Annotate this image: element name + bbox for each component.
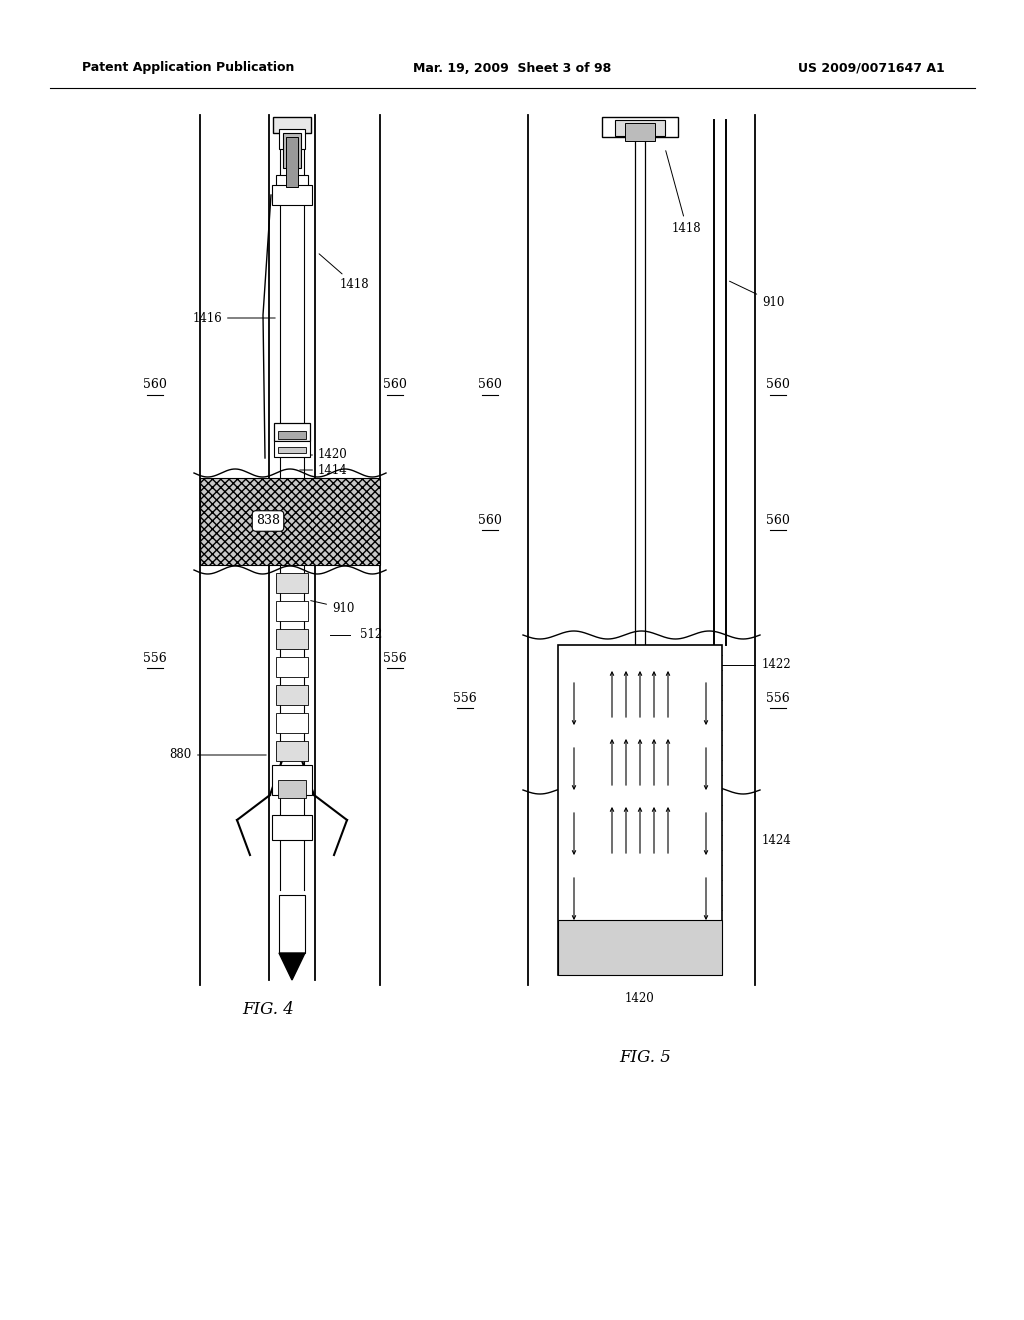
Text: 1424: 1424 xyxy=(762,833,792,846)
Text: 512: 512 xyxy=(360,628,382,642)
Text: 560: 560 xyxy=(143,379,167,392)
Text: FIG. 4: FIG. 4 xyxy=(242,1002,294,1019)
Text: 838: 838 xyxy=(256,515,280,528)
Bar xyxy=(276,685,308,705)
Text: 1420: 1420 xyxy=(300,449,348,462)
Text: 560: 560 xyxy=(766,379,790,392)
Bar xyxy=(276,713,308,733)
Bar xyxy=(276,657,308,677)
Text: 556: 556 xyxy=(143,652,167,664)
Bar xyxy=(615,120,665,136)
Bar xyxy=(278,432,306,440)
Text: 556: 556 xyxy=(383,652,407,664)
Text: 560: 560 xyxy=(766,513,790,527)
Bar xyxy=(276,601,308,620)
Bar xyxy=(602,117,678,137)
Bar xyxy=(274,422,310,441)
Text: 1414: 1414 xyxy=(300,463,348,477)
Bar xyxy=(558,920,722,975)
Bar xyxy=(279,129,305,149)
Bar xyxy=(279,895,305,953)
Bar xyxy=(200,478,380,565)
Text: 560: 560 xyxy=(478,513,502,527)
Text: 556: 556 xyxy=(766,692,790,705)
Bar xyxy=(273,117,311,133)
Text: 1416: 1416 xyxy=(193,312,275,325)
Bar xyxy=(283,133,301,168)
Text: US 2009/0071647 A1: US 2009/0071647 A1 xyxy=(799,62,945,74)
Text: 1420: 1420 xyxy=(625,991,655,1005)
Text: Mar. 19, 2009  Sheet 3 of 98: Mar. 19, 2009 Sheet 3 of 98 xyxy=(413,62,611,74)
Bar xyxy=(276,741,308,762)
Bar xyxy=(276,176,308,187)
Bar xyxy=(278,780,306,799)
Bar xyxy=(272,766,312,795)
Bar xyxy=(276,770,308,789)
Bar xyxy=(276,630,308,649)
Text: 560: 560 xyxy=(383,379,407,392)
Bar xyxy=(272,185,312,205)
Text: 1422: 1422 xyxy=(762,659,792,672)
Text: 910: 910 xyxy=(729,281,784,309)
Text: 556: 556 xyxy=(454,692,477,705)
Text: 560: 560 xyxy=(478,379,502,392)
Bar xyxy=(272,814,312,840)
Text: 910: 910 xyxy=(310,601,354,615)
Text: 1418: 1418 xyxy=(666,150,701,235)
Bar xyxy=(625,123,655,141)
Text: Patent Application Publication: Patent Application Publication xyxy=(82,62,294,74)
Polygon shape xyxy=(279,953,305,979)
Bar xyxy=(274,441,310,457)
Text: 880: 880 xyxy=(170,748,266,762)
Bar xyxy=(278,447,306,453)
Bar xyxy=(276,573,308,593)
Text: 1418: 1418 xyxy=(319,253,370,292)
Text: FIG. 5: FIG. 5 xyxy=(620,1049,671,1067)
Bar xyxy=(558,645,722,975)
Bar xyxy=(286,137,298,187)
